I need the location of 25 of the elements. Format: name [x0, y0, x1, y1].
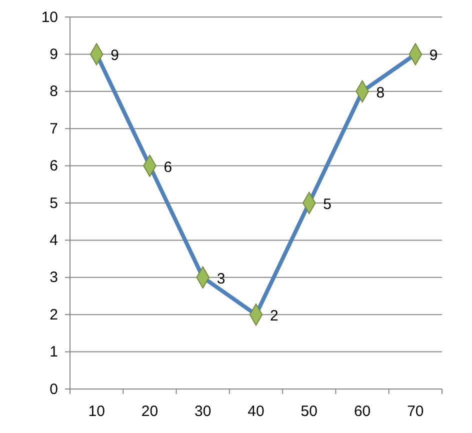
y-tick-label: 9 — [50, 46, 58, 63]
data-label: 9 — [110, 47, 119, 64]
y-tick-label: 7 — [50, 120, 58, 138]
x-tick-label: 40 — [248, 403, 264, 420]
y-tick-label: 8 — [50, 83, 58, 100]
x-tick-label: 10 — [88, 403, 105, 420]
y-tick-label: 10 — [41, 8, 58, 26]
y-tick-label: 2 — [50, 306, 58, 324]
x-tick-label: 20 — [141, 403, 158, 420]
data-label: 5 — [323, 196, 332, 213]
y-tick-label: 5 — [50, 194, 58, 212]
y-tick-label: 1 — [50, 344, 58, 361]
data-label: 6 — [164, 158, 172, 176]
x-tick-label: 60 — [354, 403, 371, 420]
data-label: 2 — [270, 308, 278, 325]
x-tick-label: 50 — [300, 403, 318, 420]
y-tick-label: 4 — [50, 232, 58, 249]
x-tick-label: 70 — [407, 403, 424, 420]
data-label: 3 — [216, 270, 226, 288]
x-tick-label: 30 — [194, 403, 212, 420]
data-label: 9 — [429, 47, 438, 64]
y-tick-label: 6 — [50, 158, 58, 175]
data-label: 8 — [376, 84, 385, 102]
y-tick-label: 0 — [50, 380, 58, 398]
y-tick-label: 3 — [50, 269, 58, 286]
